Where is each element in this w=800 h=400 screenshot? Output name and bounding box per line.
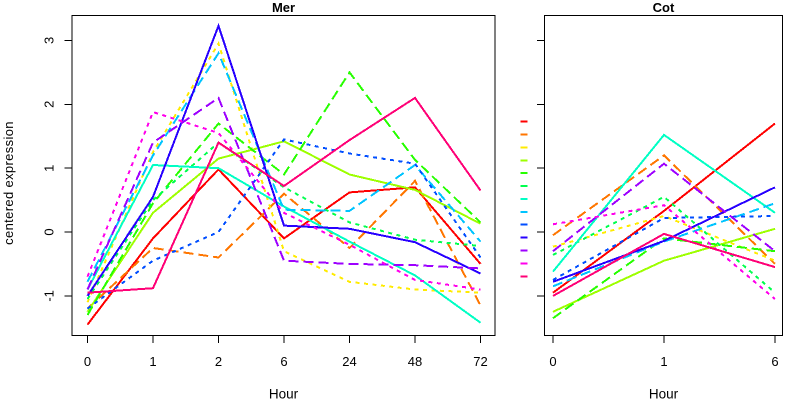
svg-text:2: 2	[215, 354, 222, 369]
svg-text:Hour: Hour	[269, 387, 299, 400]
svg-text:24: 24	[342, 354, 356, 369]
svg-text:6: 6	[280, 354, 287, 369]
svg-text:0: 0	[84, 354, 91, 369]
svg-text:3: 3	[42, 37, 57, 44]
svg-text:72: 72	[473, 354, 487, 369]
svg-text:-1: -1	[42, 290, 57, 302]
svg-text:Hour: Hour	[649, 387, 679, 400]
svg-text:1: 1	[660, 354, 667, 369]
svg-text:Mer: Mer	[272, 0, 295, 15]
svg-text:Cot: Cot	[653, 0, 675, 15]
svg-text:0: 0	[549, 354, 556, 369]
svg-text:2: 2	[42, 101, 57, 108]
svg-text:6: 6	[771, 354, 778, 369]
svg-text:1: 1	[149, 354, 156, 369]
svg-text:centered expression: centered expression	[1, 121, 16, 245]
svg-text:48: 48	[408, 354, 422, 369]
svg-text:0: 0	[42, 228, 57, 235]
svg-text:1: 1	[42, 165, 57, 172]
